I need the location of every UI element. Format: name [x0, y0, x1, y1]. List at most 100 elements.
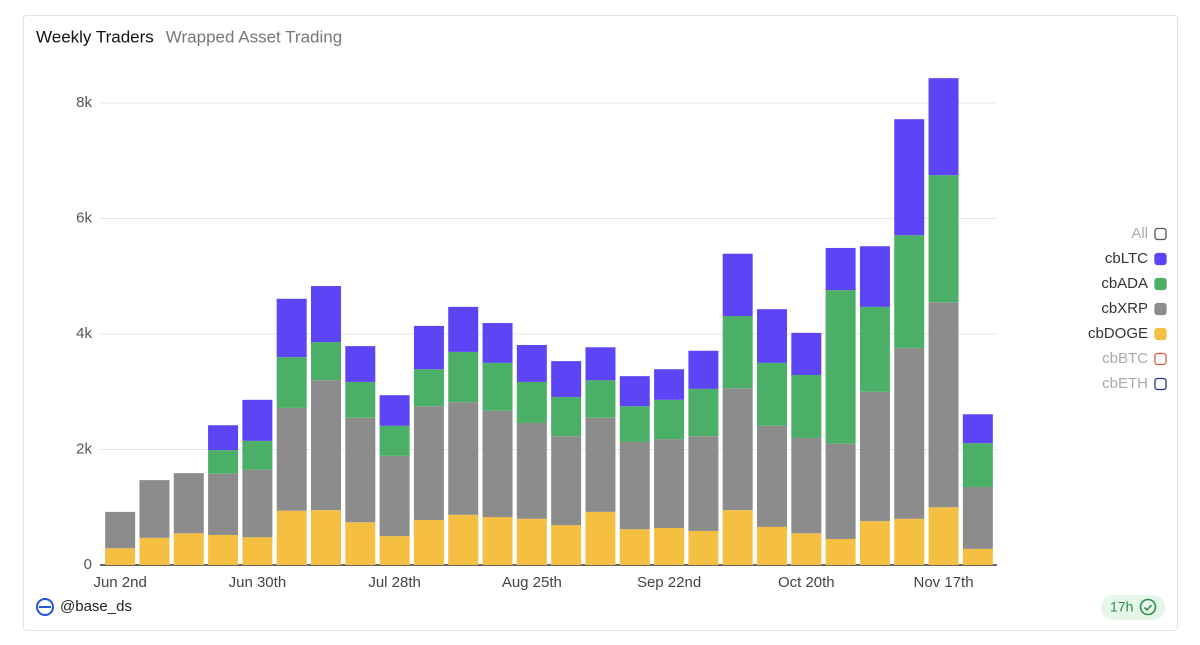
bar-segment	[928, 78, 959, 176]
bar-segment	[208, 473, 239, 535]
bar-segment	[276, 298, 307, 358]
bar-segment	[242, 399, 273, 441]
x-tick-label: Sep 22nd	[637, 574, 701, 591]
bar-segment	[311, 286, 341, 343]
bar-segment	[757, 526, 787, 565]
bar-segment	[448, 351, 479, 403]
y-tick-label: 4k	[76, 325, 92, 342]
bar-segment	[791, 375, 822, 438]
bar-segment	[379, 425, 410, 456]
bar-segment	[448, 514, 479, 565]
check-icon	[1139, 598, 1157, 616]
legend-swatch[interactable]	[1154, 377, 1167, 391]
legend-label[interactable]: cbADA	[1101, 275, 1148, 292]
bar-segment	[413, 406, 444, 520]
bar-segment	[413, 369, 444, 407]
bar-segment	[619, 441, 650, 530]
bar-segment	[311, 342, 341, 381]
legend-swatch[interactable]	[1154, 277, 1167, 291]
legend-swatch[interactable]	[1154, 327, 1167, 341]
bar-segment	[413, 519, 444, 565]
bar-segment	[242, 469, 273, 538]
bar-segment	[722, 510, 753, 565]
bar-segment	[825, 247, 856, 291]
bar-segment	[688, 530, 719, 565]
x-tick-label: Nov 17th	[914, 574, 974, 591]
bar-segment	[345, 346, 376, 382]
chart-title: Weekly Traders	[36, 27, 154, 46]
bar-segment	[482, 362, 513, 411]
bar-segment	[482, 323, 513, 363]
legend-label[interactable]: cbDOGE	[1088, 325, 1148, 342]
freshness-label: 17h	[1110, 599, 1133, 615]
bar-segment	[516, 381, 547, 423]
bar-segment	[791, 437, 822, 534]
x-tick-label: Oct 20th	[778, 574, 835, 591]
author[interactable]: @base_ds	[60, 598, 132, 615]
bar-segment	[208, 534, 239, 565]
bar-segment	[619, 376, 650, 407]
bar-segment	[757, 309, 787, 363]
bar-segment	[311, 510, 341, 565]
bar-segment	[962, 548, 993, 565]
bar-segment	[585, 511, 616, 565]
bar-segment	[928, 507, 959, 565]
bar-segment	[654, 528, 685, 565]
bar-segment	[311, 380, 341, 511]
bar-segment	[791, 533, 822, 565]
bar-segment	[276, 357, 307, 408]
bar-segment	[585, 347, 616, 381]
bar-segment	[551, 525, 582, 565]
legend-swatch[interactable]	[1154, 302, 1167, 316]
chart-subtitle: Wrapped Asset Trading	[166, 27, 342, 46]
bar-segment	[654, 439, 685, 529]
bar-segment	[105, 511, 136, 549]
bar-segment	[379, 455, 410, 537]
bar-segment	[551, 361, 582, 397]
bar-segment	[345, 417, 376, 523]
x-tick-label: Jun 2nd	[93, 574, 146, 591]
legend-label[interactable]: cbBTC	[1102, 350, 1148, 367]
bar-segment	[859, 521, 890, 565]
bar-segment	[825, 290, 856, 444]
bar-segment	[859, 306, 890, 392]
bar-segment	[722, 253, 753, 317]
bar-segment	[894, 235, 925, 348]
bar-segment	[962, 414, 993, 444]
bar-segment	[242, 537, 273, 565]
legend-swatch[interactable]	[1154, 352, 1167, 366]
bar-segment	[791, 332, 822, 376]
bar-segment	[928, 175, 959, 303]
bar-segment	[619, 406, 650, 442]
legend-label[interactable]: cbETH	[1102, 375, 1148, 392]
bar-segment	[448, 306, 479, 352]
legend-swatch[interactable]	[1154, 227, 1167, 241]
bar-segment	[105, 548, 136, 565]
bar-segment	[516, 422, 547, 519]
bar-segment	[448, 402, 479, 515]
bar-segment	[276, 407, 307, 511]
bar-segment	[859, 246, 890, 307]
x-tick-label: Aug 25th	[502, 574, 562, 591]
y-tick-label: 2k	[76, 440, 92, 457]
legend-swatch[interactable]	[1154, 252, 1167, 266]
bar-segment	[379, 536, 410, 565]
bar-segment	[139, 480, 170, 538]
bar-segment	[894, 119, 925, 236]
bar-segment	[516, 518, 547, 565]
y-tick-label: 6k	[76, 209, 92, 226]
bar-segment	[482, 410, 513, 518]
bar-segment	[962, 487, 993, 549]
bar-segment	[208, 450, 239, 474]
legend-label[interactable]: All	[1131, 225, 1148, 242]
bar-segment	[276, 510, 307, 565]
bar-segment	[345, 381, 376, 418]
bar-segment	[722, 316, 753, 389]
bar-segment	[654, 369, 685, 400]
bar-segment	[208, 425, 239, 451]
legend-label[interactable]: cbLTC	[1105, 250, 1148, 267]
bar-segment	[173, 533, 204, 565]
legend-label[interactable]: cbXRP	[1101, 300, 1148, 317]
bar-segment	[894, 347, 925, 519]
